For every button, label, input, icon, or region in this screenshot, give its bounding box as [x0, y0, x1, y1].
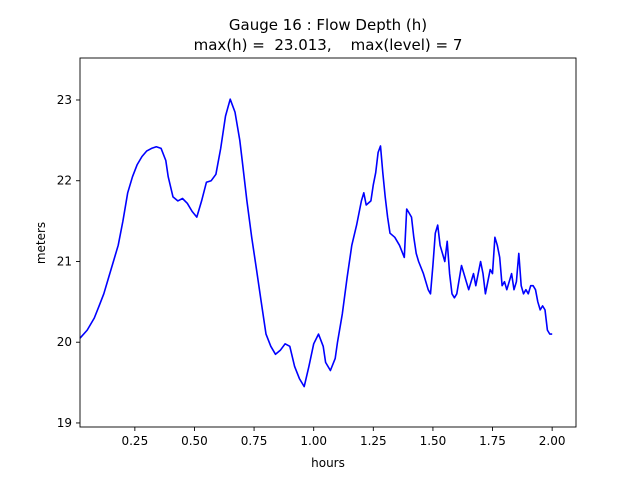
chart-title: Gauge 16 : Flow Depth (h): [229, 16, 427, 34]
x-tick-label: 0.50: [181, 434, 208, 448]
y-tick-label: 21: [57, 254, 72, 268]
x-tick-label: 1.75: [479, 434, 506, 448]
x-tick-label: 1.50: [420, 434, 447, 448]
y-tick-label: 20: [57, 335, 72, 349]
plot-frame: [79, 57, 577, 428]
x-tick-label: 0.25: [121, 434, 148, 448]
x-tick-label: 1.25: [360, 434, 387, 448]
x-tick-label: 1.00: [300, 434, 327, 448]
y-tick-label: 19: [57, 416, 72, 430]
x-axis-label: hours: [311, 456, 345, 470]
chart-subtitle: max(h) = 23.013, max(level) = 7: [194, 36, 463, 54]
plot-area: [80, 58, 576, 427]
y-tick-label: 22: [57, 174, 72, 188]
x-tick-label: 0.75: [241, 434, 268, 448]
x-axis: 0.25 0.50 0.75 1.00 1.25 1.50 1.75 2.00: [121, 427, 566, 448]
x-tick-label: 2.00: [539, 434, 566, 448]
y-axis-label: meters: [34, 222, 48, 264]
y-tick-label: 23: [57, 93, 72, 107]
y-axis: 19 20 21 22 23: [57, 93, 80, 430]
flow-depth-line: [79, 98, 553, 388]
